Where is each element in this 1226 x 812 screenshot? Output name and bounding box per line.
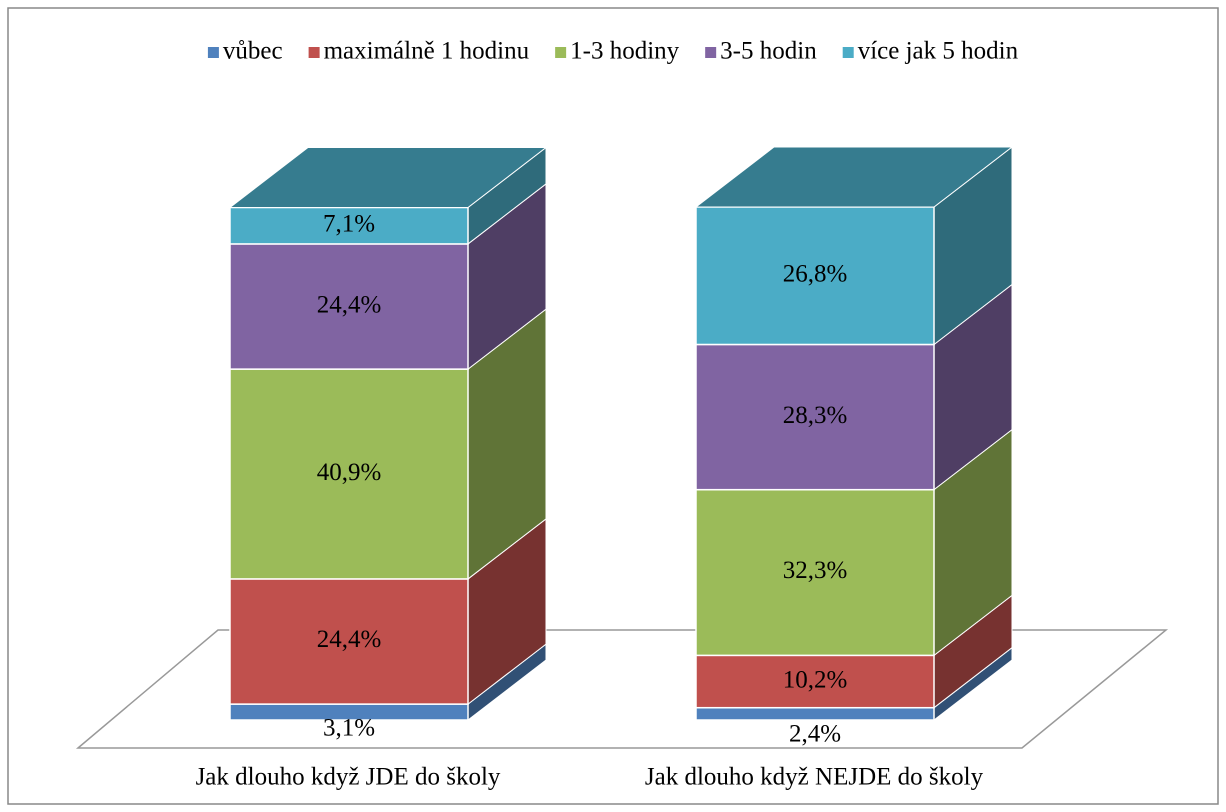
- legend-label: 3-5 hodin: [720, 38, 817, 65]
- data-label: 24,4%: [317, 291, 382, 318]
- bar-top: [694, 146, 1014, 208]
- legend-swatch: [207, 47, 219, 58]
- legend-label: 1-3 hodiny: [570, 38, 680, 65]
- bar-top: [228, 147, 548, 209]
- data-label: 10,2%: [783, 666, 848, 693]
- legend: vůbec maximálně 1 hodinu 1-3 hodiny 3-5 hod…: [207, 38, 1019, 65]
- bar-segment: [695, 343, 935, 491]
- data-label: 28,3%: [783, 402, 848, 429]
- data-label: 40,9%: [317, 459, 382, 486]
- bar-segment: [695, 488, 935, 657]
- data-label: 3,1%: [323, 715, 375, 742]
- legend-swatch: [555, 47, 567, 58]
- bar-segment: [229, 368, 469, 580]
- legend-label: vůbec: [223, 38, 283, 65]
- legend-swatch: [705, 47, 717, 58]
- bar-segment: [229, 243, 469, 370]
- data-label: 26,8%: [783, 260, 848, 287]
- bar-segment: [229, 578, 469, 705]
- data-label: 2,4%: [789, 721, 841, 748]
- legend-swatch: [308, 47, 320, 58]
- legend-label: více jak 5 hodin: [858, 38, 1019, 65]
- data-label: 7,1%: [323, 210, 375, 237]
- data-label: 32,3%: [783, 557, 848, 584]
- bar-segment: [695, 706, 935, 721]
- legend-label: maximálně 1 hodinu: [324, 38, 530, 65]
- bar-segment: [695, 206, 935, 346]
- x-tick-label: Jak dlouho když NEJDE do školy: [645, 764, 984, 791]
- data-label: 24,4%: [317, 626, 382, 653]
- bar-segment: [695, 654, 935, 709]
- x-tick-label: Jak dlouho když JDE do školy: [196, 764, 501, 791]
- legend-swatch: [842, 47, 854, 58]
